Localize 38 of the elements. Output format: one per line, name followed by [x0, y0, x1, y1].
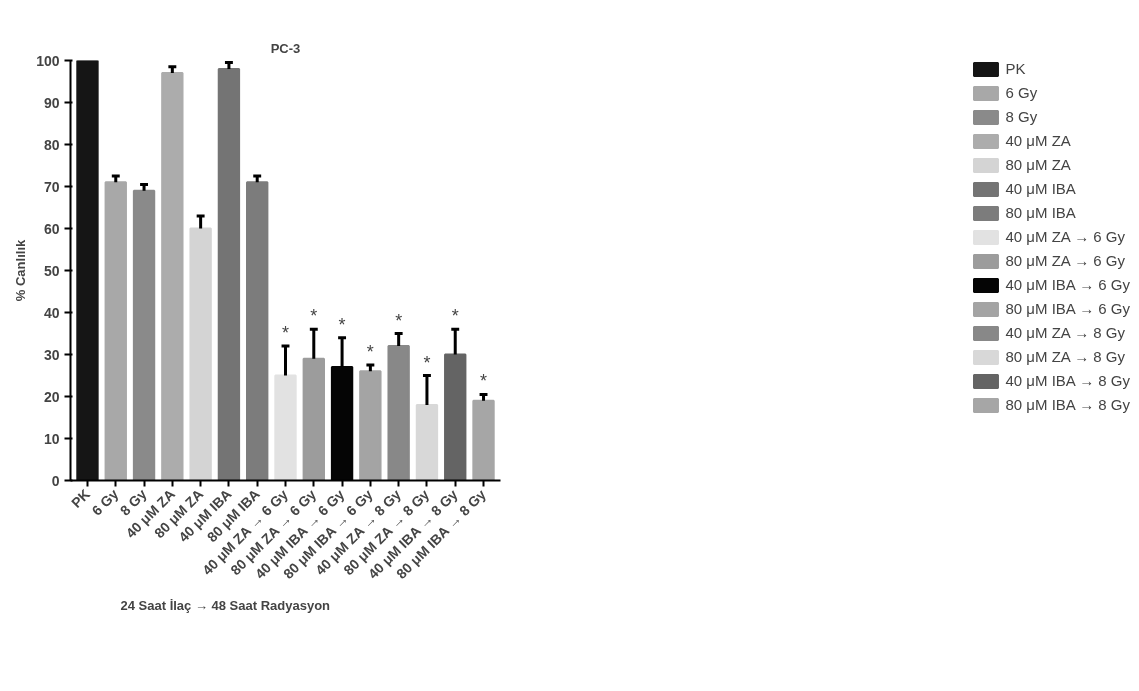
- legend-label: 40 μM IBA: [1005, 180, 1076, 197]
- legend-label: 40 μM IBA → 8 Gy: [1005, 372, 1130, 389]
- y-tick-label: 100: [36, 52, 60, 69]
- legend-label: 80 μM ZA: [1005, 156, 1071, 173]
- legend-label: 80 μM ZA → 8 Gy: [1005, 348, 1125, 365]
- legend-label: PK: [1005, 60, 1026, 77]
- legend-label: 40 μM ZA → 6 Gy: [1005, 228, 1125, 245]
- y-tick-label: 90: [43, 94, 60, 111]
- legend-label: 8 Gy: [1005, 108, 1038, 125]
- y-tick-label: 80: [43, 136, 60, 153]
- annotation: *: [310, 306, 318, 327]
- legend-label: 80 μM IBA → 8 Gy: [1005, 396, 1130, 413]
- legend-label: 80 μM ZA → 6 Gy: [1005, 252, 1125, 269]
- annotation: *: [282, 323, 290, 344]
- annotation: *: [366, 342, 374, 362]
- legend-label: 6 Gy: [1005, 84, 1038, 101]
- annotation: *: [480, 371, 488, 392]
- annotation: *: [395, 310, 403, 331]
- y-tick-label: 70: [43, 178, 60, 195]
- chart-title: PC-3: [270, 40, 301, 56]
- y-axis-title: % Canlılık: [13, 239, 29, 302]
- y-tick-label: 60: [43, 220, 60, 237]
- y-tick-label: 50: [43, 262, 60, 279]
- y-tick-label: 20: [43, 388, 60, 405]
- legend-label: 40 μM ZA: [1005, 132, 1071, 149]
- annotation: *: [423, 352, 431, 373]
- annotation: *: [451, 306, 459, 327]
- legend-label: 80 μM IBA: [1005, 204, 1076, 221]
- y-tick-label: 10: [43, 430, 60, 447]
- x-tick-label: PK: [68, 485, 94, 511]
- x-axis-title: 24 Saat İlaç → 48 Saat Radyasyon: [120, 597, 331, 613]
- legend-label: 40 μM ZA → 8 Gy: [1005, 324, 1125, 341]
- y-tick-label: 30: [43, 346, 60, 363]
- legend-label: 80 μM IBA → 6 Gy: [1005, 300, 1130, 317]
- y-tick-label: 40: [43, 304, 60, 321]
- legend-label: 40 μM IBA → 6 Gy: [1005, 276, 1130, 293]
- annotation: *: [338, 314, 346, 335]
- y-tick-label: 0: [51, 472, 60, 489]
